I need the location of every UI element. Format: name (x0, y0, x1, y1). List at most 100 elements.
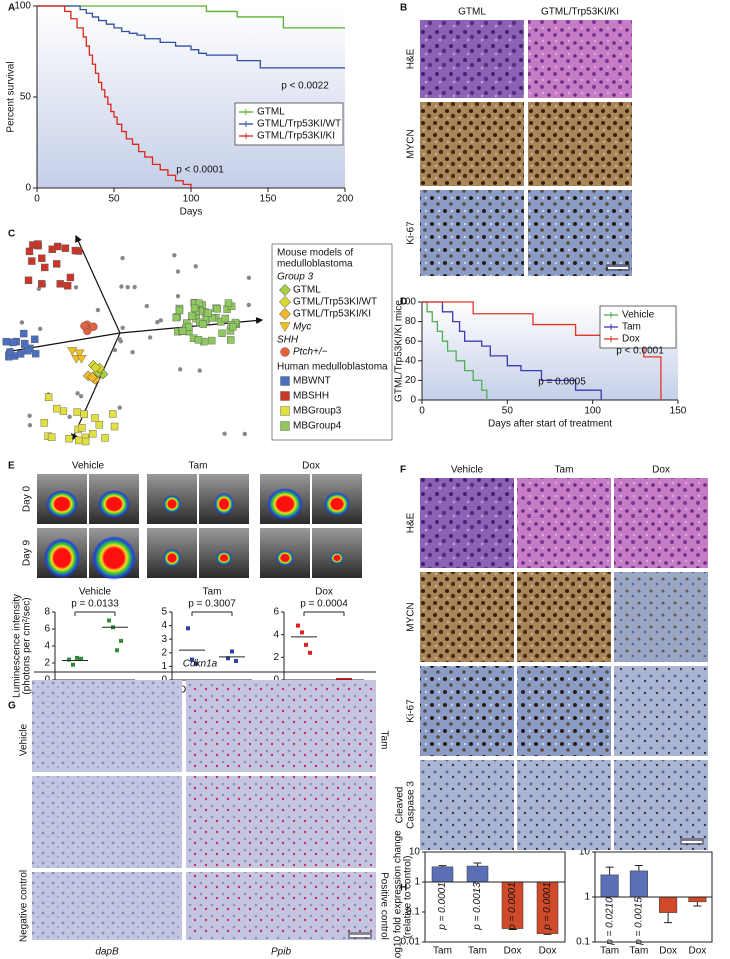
marker (218, 329, 226, 337)
y-tick-label: 10 (409, 847, 421, 858)
marker (71, 246, 80, 255)
data-point (75, 655, 79, 660)
sample-dot (19, 320, 25, 325)
y-tick-label: 2 (161, 647, 167, 658)
x-tick-label: 0 (34, 194, 40, 205)
sample-dot (175, 269, 181, 274)
micrograph (528, 102, 632, 186)
marker (30, 335, 39, 344)
y-tick-label: 10 (579, 847, 591, 858)
sample-dot (175, 293, 181, 299)
column-label: Dox (652, 465, 670, 476)
marker (74, 436, 83, 445)
y-tick-label: 20 (405, 375, 417, 386)
micrograph (420, 760, 514, 850)
legend-label: GTML/Trp53KI/KI (257, 131, 335, 142)
micrograph (614, 572, 708, 662)
column-label: GTML (458, 7, 486, 18)
marker (40, 419, 49, 427)
marker (229, 323, 237, 331)
micrograph (420, 190, 524, 276)
plot-title: Tam (203, 587, 222, 598)
data-point (234, 658, 238, 663)
sample-dot (27, 423, 33, 428)
marker (90, 362, 101, 374)
micrograph (517, 478, 611, 568)
survival-curve (422, 301, 488, 400)
plot-title: Dox (315, 587, 333, 598)
marker (41, 263, 49, 272)
luminescence-signal (216, 551, 232, 565)
x-tick-label: 150 (260, 194, 277, 205)
survival-curve (37, 5, 345, 29)
luminescence-signal (98, 490, 130, 518)
legend-label: Vehicle (622, 310, 655, 321)
sample-dot (73, 285, 79, 290)
row-label: Day 0 (22, 486, 33, 513)
marker (78, 424, 86, 432)
data-point (190, 657, 194, 662)
data-point (119, 638, 123, 643)
micrograph (32, 872, 182, 940)
marker (224, 299, 233, 307)
marker (16, 350, 25, 358)
p-value: p = 0.0001 (507, 882, 518, 931)
bar (659, 896, 678, 913)
marker (199, 320, 207, 328)
panel-letter: B (400, 3, 407, 14)
marker (28, 257, 36, 265)
p-value: p = 0.0005 (538, 377, 586, 388)
micrograph (420, 666, 514, 756)
sample-dot (147, 335, 153, 340)
marker (187, 312, 196, 320)
marker (74, 349, 85, 359)
marker (53, 404, 61, 413)
legend-label: MBWNT (293, 376, 331, 387)
x-tick-label: Dox (659, 946, 677, 957)
x-tick-label: 100 (183, 194, 200, 205)
y-axis-label: Log10 fold expression change (393, 830, 404, 959)
row-label: Ki-67 (406, 699, 417, 723)
panel-letter: E (8, 461, 15, 472)
y-tick-label: 4 (44, 641, 50, 652)
micrograph (517, 760, 611, 850)
marker (47, 433, 56, 441)
y-tick-label: 6 (273, 607, 279, 618)
survival-curve (37, 5, 345, 69)
p-value: p < 0.0022 (281, 81, 329, 92)
x-tick-label: Dox (504, 946, 522, 957)
y-tick-label: 40 (405, 355, 417, 366)
data-point (226, 656, 230, 661)
marker (24, 276, 33, 285)
marker (89, 322, 98, 331)
x-tick-label: 200 (337, 194, 354, 205)
p-value: p < 0.0001 (176, 165, 224, 176)
sample-dot (36, 286, 42, 291)
legend-label: GTML/Trp53KI/WT (293, 297, 377, 308)
marker (279, 308, 291, 320)
p-value: p = 0.0001 (437, 882, 448, 931)
y-tick-label: 0 (410, 395, 416, 406)
marker (95, 420, 104, 429)
marker (185, 323, 193, 331)
micrograph (528, 190, 632, 276)
y-tick-label: 1 (584, 892, 590, 903)
micrograph (517, 572, 611, 662)
data-point (304, 642, 308, 647)
data-point (230, 649, 234, 654)
marker (20, 329, 28, 338)
y-axis-label: Percent survival (6, 61, 17, 132)
column-title: Cdkn1a (183, 659, 218, 670)
marker (280, 406, 290, 416)
sample-dot (119, 284, 124, 289)
marker (190, 304, 199, 313)
plot-title: Vehicle (79, 587, 112, 598)
panel-letter: D (400, 297, 407, 308)
sample-dot (75, 391, 80, 396)
sample-dot (155, 319, 160, 325)
y-tick-label: 0.1 (406, 907, 420, 918)
error-bar (508, 928, 517, 931)
marker (280, 347, 290, 357)
error-bar (543, 933, 552, 935)
y-axis-label: (photons per cm²/sec) (22, 597, 33, 694)
